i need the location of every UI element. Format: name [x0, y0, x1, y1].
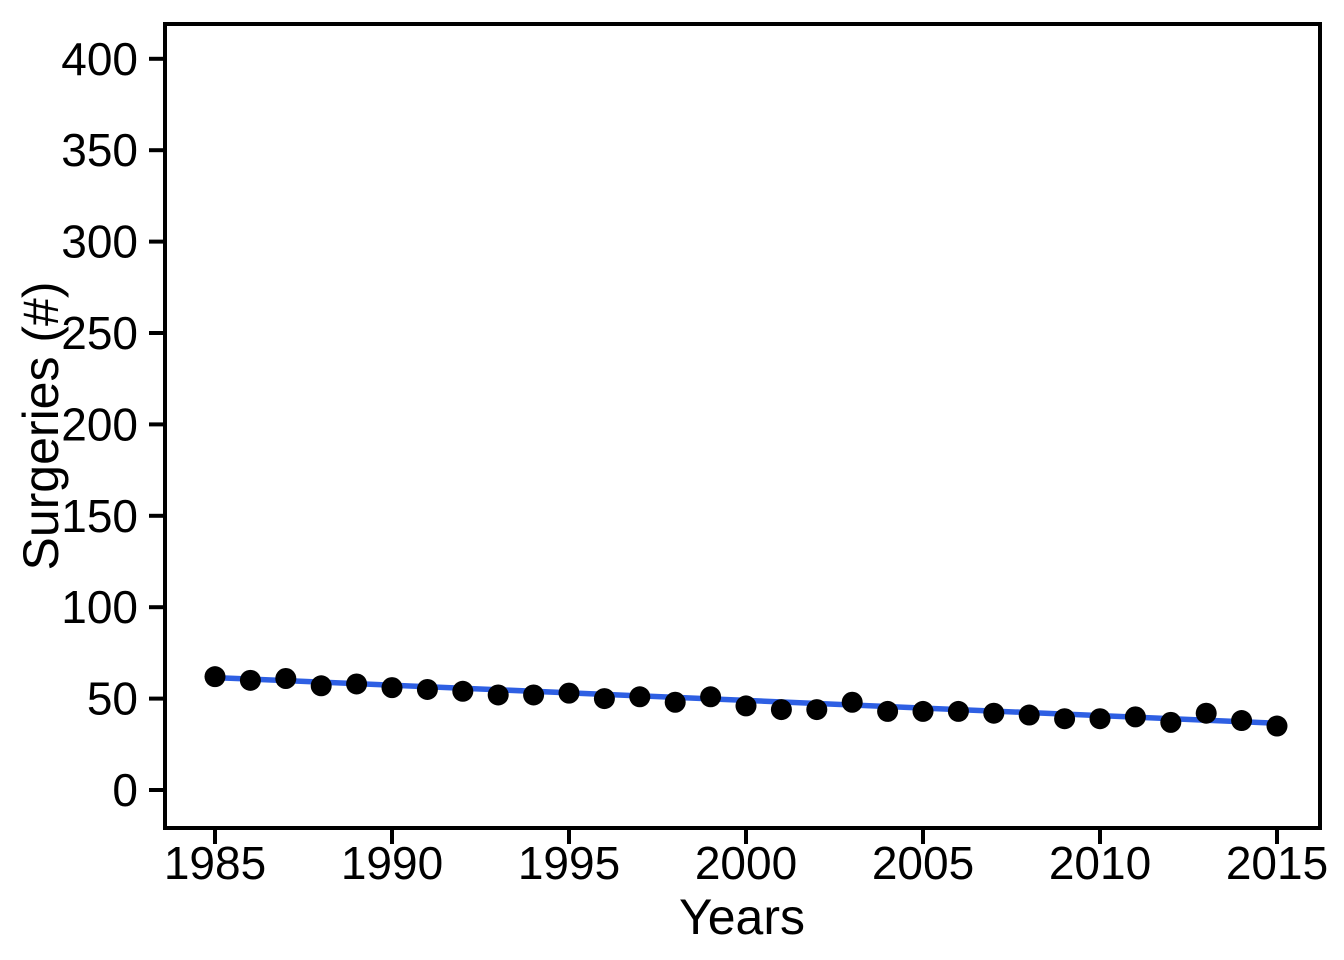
- y-tick-label: 150: [61, 490, 138, 542]
- x-tick-label: 2000: [695, 837, 797, 889]
- data-point: [523, 684, 545, 706]
- data-point: [381, 677, 403, 699]
- data-point: [877, 700, 899, 722]
- y-tick-label: 400: [61, 33, 138, 85]
- x-axis-title: Years: [679, 889, 805, 945]
- data-point: [1124, 706, 1146, 728]
- data-point: [629, 686, 651, 708]
- data-point: [310, 675, 332, 697]
- data-point: [1018, 704, 1040, 726]
- x-tick-label: 2015: [1226, 837, 1328, 889]
- data-point: [558, 682, 580, 704]
- axis-ticks: 0 50 100 150 200 250 300 350 400 1985 1990 1995 2000…: [61, 33, 1328, 889]
- x-tick-label: 1985: [164, 837, 266, 889]
- x-tick-label: 2010: [1049, 837, 1151, 889]
- data-point: [1054, 708, 1076, 730]
- data-point: [770, 699, 792, 721]
- data-point: [735, 695, 757, 717]
- y-axis-title: Surgeries (#): [13, 282, 69, 571]
- data-point: [416, 678, 438, 700]
- data-point: [346, 673, 368, 695]
- data-point: [1089, 708, 1111, 730]
- data-point: [593, 688, 615, 710]
- data-point: [806, 699, 828, 721]
- data-point: [841, 691, 863, 713]
- data-point: [204, 666, 226, 688]
- data-point: [239, 669, 261, 691]
- y-tick-label: 100: [61, 581, 138, 633]
- data-point: [700, 686, 722, 708]
- plot-border-group: [163, 22, 1322, 830]
- data-point: [487, 684, 509, 706]
- data-point: [275, 667, 297, 689]
- y-tick-label: 350: [61, 124, 138, 176]
- x-tick-label: 2005: [872, 837, 974, 889]
- data-point: [1231, 710, 1253, 732]
- y-tick-label: 300: [61, 216, 138, 268]
- plot-border: [163, 22, 1322, 830]
- data-point: [1160, 711, 1182, 733]
- data-point: [983, 702, 1005, 724]
- x-tick-label: 1995: [518, 837, 620, 889]
- data-point: [1195, 702, 1217, 724]
- y-tick-label: 200: [61, 398, 138, 450]
- y-tick-label: 0: [112, 764, 138, 816]
- data-point: [664, 691, 686, 713]
- y-tick-label: 50: [87, 673, 138, 725]
- data-point: [947, 700, 969, 722]
- data-point: [452, 680, 474, 702]
- y-tick-label: 250: [61, 307, 138, 359]
- data-points-group: [204, 666, 1288, 737]
- data-point: [1266, 715, 1288, 737]
- x-tick-label: 1990: [341, 837, 443, 889]
- data-point: [912, 700, 934, 722]
